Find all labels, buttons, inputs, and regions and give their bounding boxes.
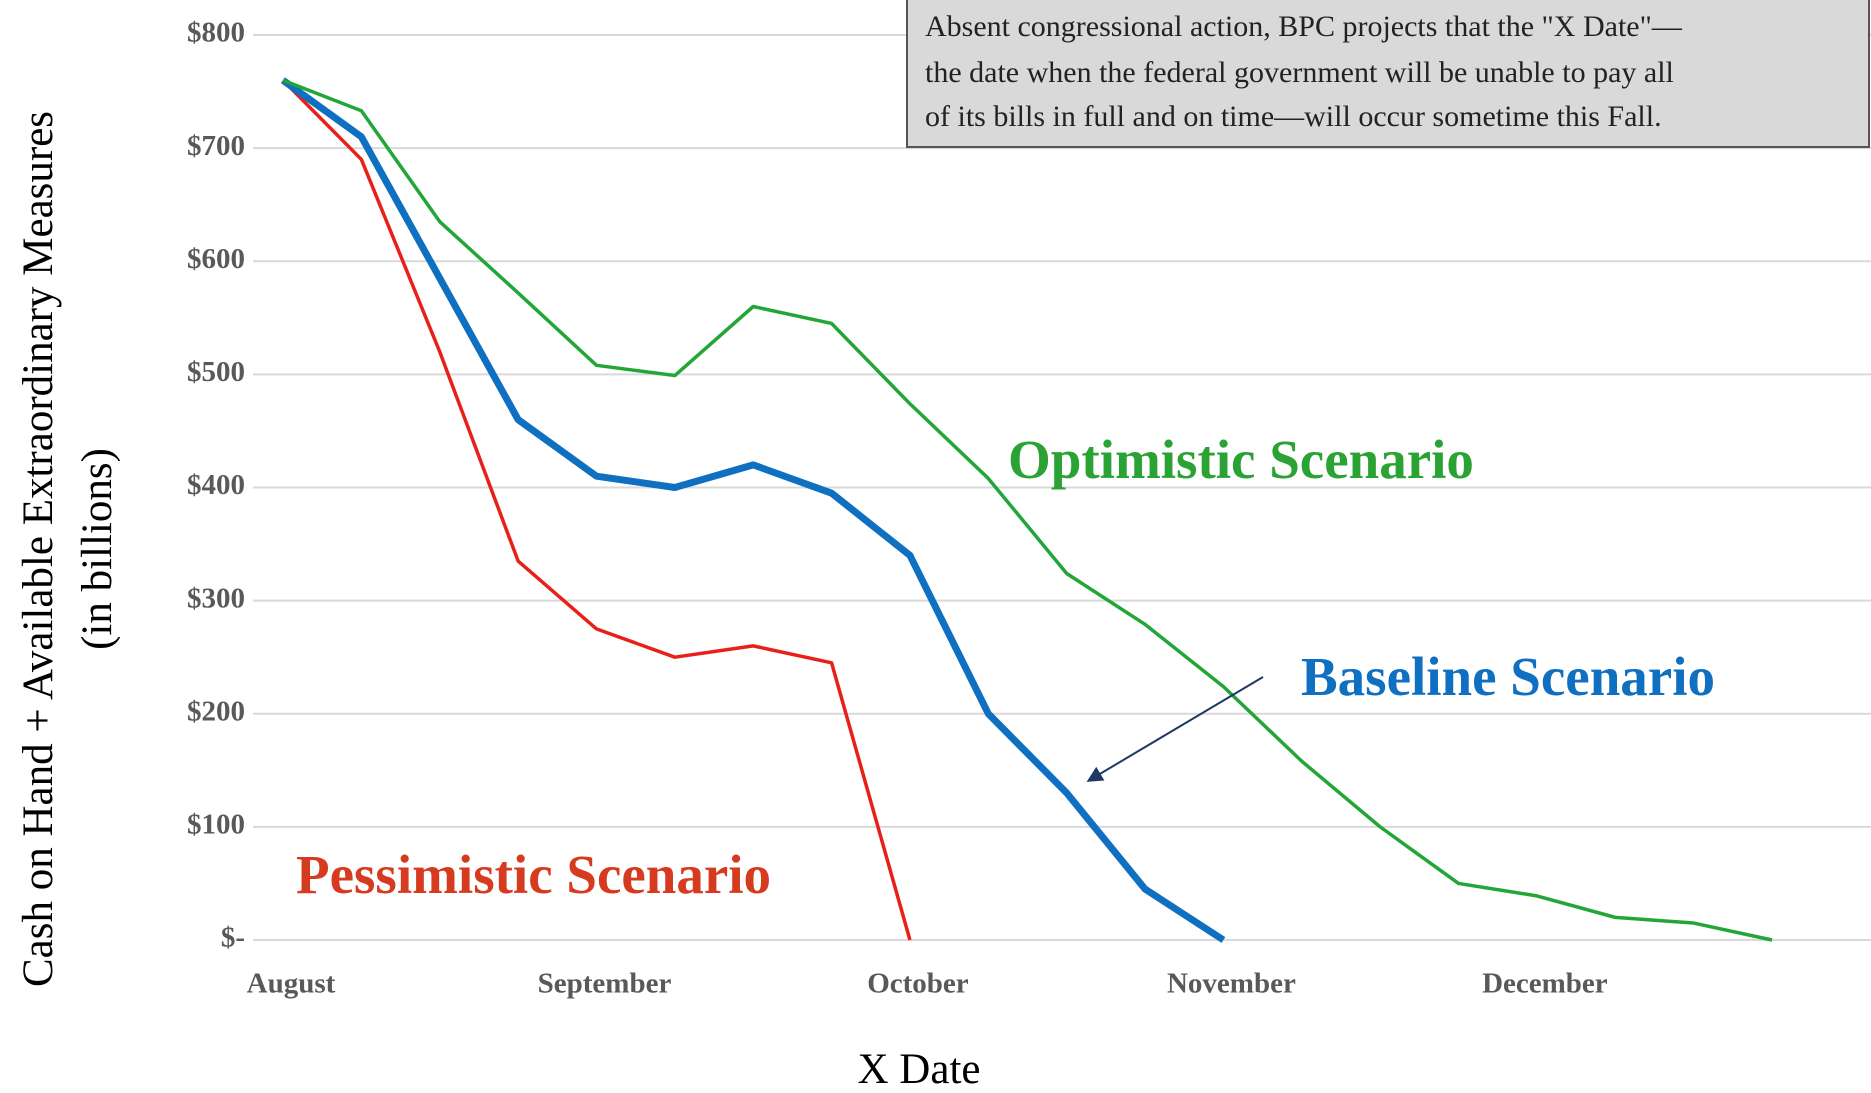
series-line: [280, 77, 1226, 943]
series-line: [282, 78, 1773, 942]
x-tick-label: October: [867, 968, 969, 1000]
series-label: Pessimistic Scenario: [296, 844, 771, 905]
note-line: Absent congressional action, BPC project…: [925, 10, 1683, 43]
note-line: the date when the federal government wil…: [925, 56, 1674, 89]
y-tick-label: $800: [187, 17, 245, 49]
x-axis-label: X Date: [858, 1046, 981, 1093]
lines: [280, 77, 1773, 943]
y-tick-label: $300: [187, 582, 245, 614]
y-tick-label: $600: [187, 243, 245, 275]
y-axis-label: (in billions): [74, 448, 121, 650]
y-axis-label: Cash on Hand + Available Extraordinary M…: [15, 111, 62, 987]
series-line: [281, 79, 912, 941]
y-tick-label: $500: [187, 356, 245, 388]
x-tick-label: December: [1482, 968, 1608, 1000]
note-box: [906, 0, 1870, 148]
x-tick-label: August: [247, 968, 336, 1000]
arrow: [1086, 676, 1264, 782]
y-tick-label: $400: [187, 469, 245, 501]
y-tick-label: $-: [221, 922, 245, 954]
series-label: Optimistic Scenario: [1008, 429, 1474, 490]
y-tick-label: $700: [187, 130, 245, 162]
x-tick-label: November: [1167, 968, 1296, 1000]
series-label: Baseline Scenario: [1301, 646, 1715, 707]
y-tick-label: $100: [187, 809, 245, 841]
x-tick-label: September: [538, 968, 672, 1000]
y-tick-label: $200: [187, 695, 245, 727]
note-line: of its bills in full and on time—will oc…: [925, 100, 1662, 133]
